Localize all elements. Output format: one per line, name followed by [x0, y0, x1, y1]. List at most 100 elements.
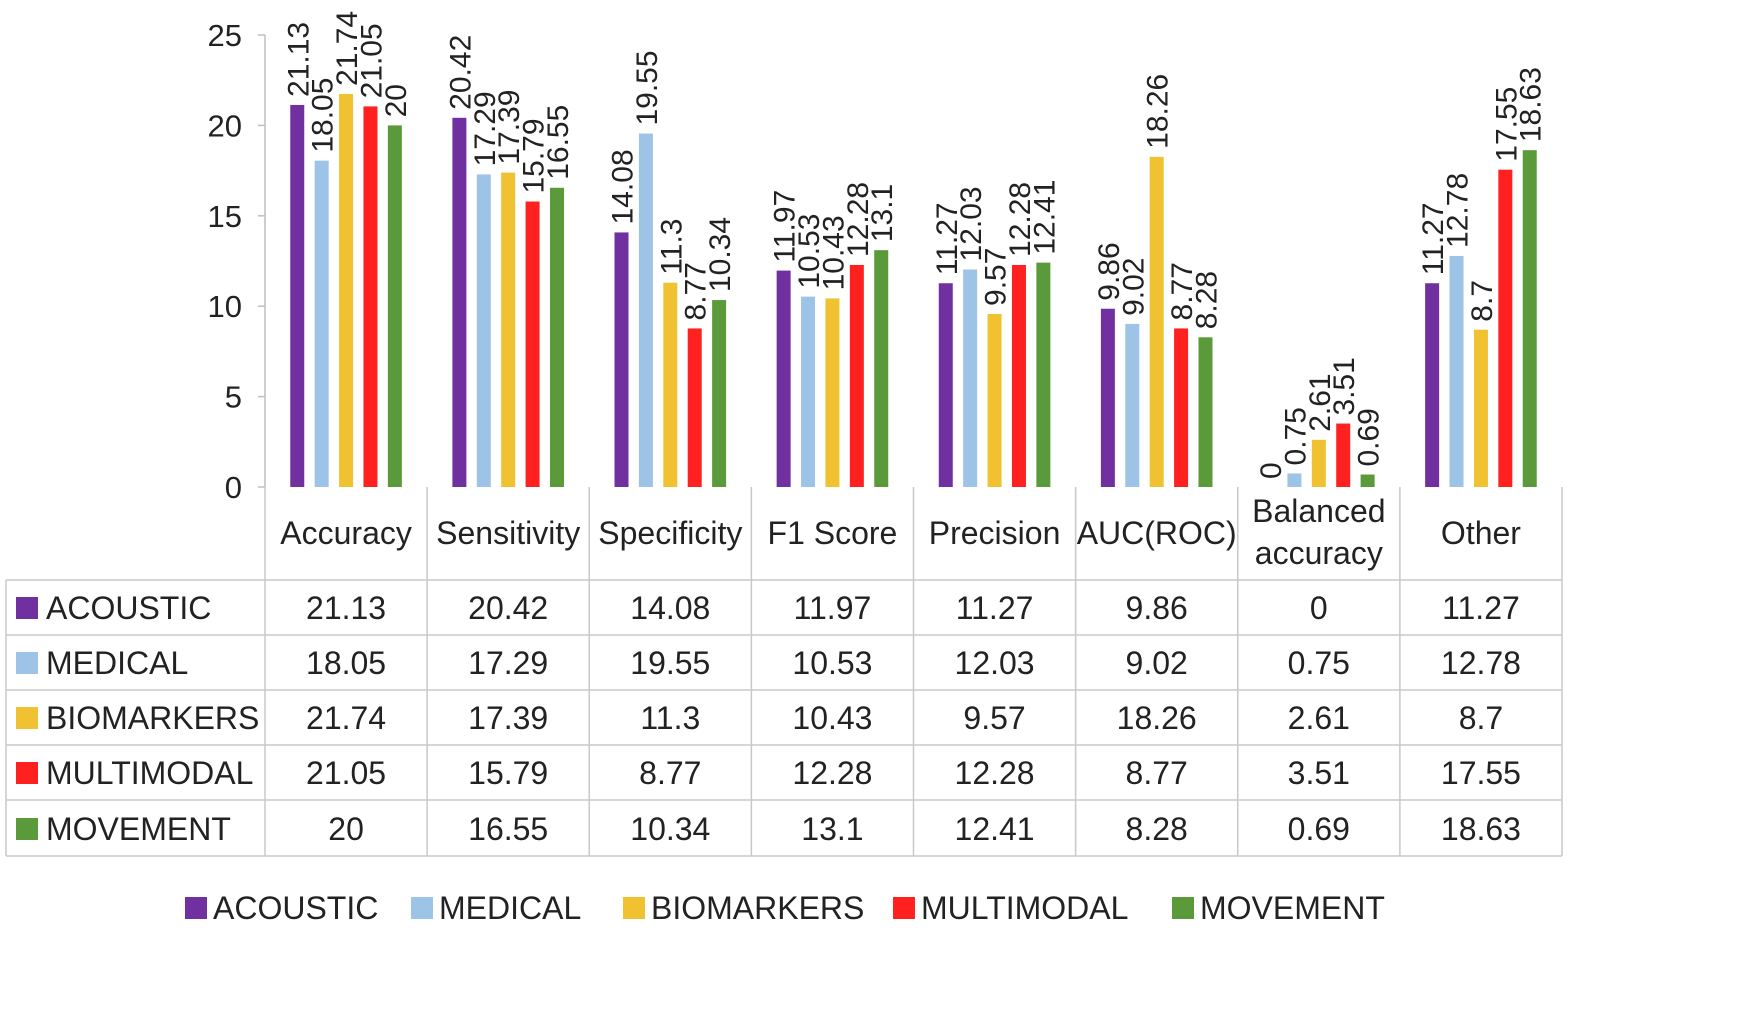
category-label-auc-roc: AUC(ROC): [1077, 515, 1237, 551]
table-cell-movement-other: 18.63: [1441, 811, 1521, 847]
table-cell-movement-specificity: 10.34: [630, 811, 710, 847]
data-label-biomarkers-sensitivity: 17.39: [493, 90, 526, 165]
bar-movement-auc-roc: [1198, 337, 1213, 487]
bar-multimodal-precision: [1011, 264, 1026, 487]
bar-multimodal-sensitivity: [525, 201, 540, 488]
table-key-movement: [16, 818, 38, 840]
category-label-accuracy: Accuracy: [280, 515, 412, 551]
bar-medical-accuracy: [314, 160, 329, 487]
table-cell-medical-other: 12.78: [1441, 645, 1521, 681]
legend-label-movement: MOVEMENT: [1200, 890, 1385, 926]
data-label-movement-accuracy: 20: [380, 84, 413, 117]
data-label-biomarkers-auc-roc: 18.26: [1142, 74, 1175, 149]
data-label-biomarkers-accuracy: 21.74: [331, 11, 364, 86]
bar-multimodal-other: [1498, 169, 1513, 488]
data-label-movement-f1-score: 13.1: [866, 184, 899, 242]
category-label-precision: Precision: [929, 515, 1061, 551]
bar-medical-other: [1449, 255, 1464, 487]
category-label-balanced-accuracy-line: Balanced: [1252, 493, 1385, 529]
data-label-multimodal-sensitivity: 15.79: [518, 118, 551, 193]
table-cell-multimodal-sensitivity: 15.79: [468, 755, 548, 791]
data-label-biomarkers-precision: 9.57: [980, 248, 1013, 306]
table-cell-biomarkers-balanced-accuracy: 2.61: [1288, 700, 1350, 736]
table-cell-multimodal-other: 17.55: [1441, 755, 1521, 791]
table-cell-acoustic-specificity: 14.08: [630, 590, 710, 626]
bar-medical-f1-score: [801, 296, 816, 487]
category-label-specificity: Specificity: [598, 515, 742, 551]
table-cell-multimodal-auc-roc: 8.77: [1126, 755, 1188, 791]
data-label-movement-sensitivity: 16.55: [542, 105, 575, 180]
bar-biomarkers-precision: [987, 313, 1002, 487]
bar-medical-balanced-accuracy: [1287, 473, 1302, 487]
data-label-movement-auc-roc: 8.28: [1190, 271, 1223, 329]
bar-biomarkers-balanced-accuracy: [1311, 439, 1326, 487]
legend-label-medical: MEDICAL: [439, 890, 581, 926]
table-cell-acoustic-auc-roc: 9.86: [1126, 590, 1188, 626]
data-label-multimodal-other: 17.55: [1490, 87, 1523, 162]
category-label-sensitivity: Sensitivity: [436, 515, 580, 551]
table-key-biomarkers: [16, 707, 38, 729]
bar-multimodal-auc-roc: [1174, 328, 1189, 487]
table-cell-medical-sensitivity: 17.29: [468, 645, 548, 681]
bar-movement-f1-score: [874, 250, 889, 487]
bar-acoustic-sensitivity: [452, 117, 467, 487]
table-cell-medical-precision: 12.03: [955, 645, 1035, 681]
bar-medical-precision: [963, 269, 978, 487]
bars: [290, 93, 1537, 488]
data-label-medical-precision: 12.03: [955, 186, 988, 261]
legend-swatch-acoustic: [185, 897, 207, 919]
bar-movement-sensitivity: [549, 187, 564, 487]
data-label-multimodal-auc-roc: 8.77: [1166, 262, 1199, 320]
data-label-medical-sensitivity: 17.29: [469, 91, 502, 166]
category-label-other: Other: [1441, 515, 1521, 551]
bar-biomarkers-f1-score: [825, 298, 840, 487]
data-label-medical-balanced-accuracy: 0.75: [1279, 407, 1312, 465]
legend-swatch-biomarkers: [623, 897, 645, 919]
table-cell-biomarkers-other: 8.7: [1459, 700, 1503, 736]
table-cell-multimodal-f1-score: 12.28: [792, 755, 872, 791]
y-tick-label: 0: [225, 470, 242, 505]
data-table: Accuracy Sensitivity Specificity F1 Score Pr…: [5, 487, 1563, 857]
table-cell-biomarkers-sensitivity: 17.39: [468, 700, 548, 736]
data-label-biomarkers-specificity: 11.3: [655, 219, 688, 275]
bar-movement-accuracy: [387, 125, 402, 488]
bar-biomarkers-specificity: [663, 282, 678, 487]
bar-medical-specificity: [638, 133, 653, 487]
table-cell-medical-auc-roc: 9.02: [1126, 645, 1188, 681]
table-cell-movement-precision: 12.41: [955, 811, 1035, 847]
bar-acoustic-f1-score: [776, 270, 791, 487]
table-cell-multimodal-accuracy: 21.05: [306, 755, 386, 791]
data-label-acoustic-specificity: 14.08: [607, 149, 640, 224]
legend: ACOUSTIC MEDICAL BIOMARKERS MULTIMODAL MOVEM…: [185, 890, 1385, 926]
bar-acoustic-precision: [938, 283, 953, 487]
legend-label-acoustic: ACOUSTIC: [213, 890, 378, 926]
data-label-medical-specificity: 19.55: [631, 50, 664, 125]
bar-medical-sensitivity: [476, 174, 491, 488]
data-label-medical-auc-roc: 9.02: [1117, 258, 1150, 316]
data-label-multimodal-f1-score: 12.28: [842, 182, 875, 257]
legend-label-multimodal: MULTIMODAL: [921, 890, 1128, 926]
category-label-f1-score: F1 Score: [768, 515, 898, 551]
data-label-movement-precision: 12.41: [1028, 180, 1061, 255]
table-series-name-medical: MEDICAL: [46, 645, 188, 681]
y-tick-label: 10: [208, 289, 242, 324]
data-label-multimodal-precision: 12.28: [1004, 182, 1037, 257]
legend-swatch-movement: [1172, 897, 1194, 919]
table-cell-movement-auc-roc: 8.28: [1126, 811, 1188, 847]
bar-biomarkers-accuracy: [339, 93, 354, 488]
legend-swatch-medical: [411, 897, 433, 919]
y-tick-label: 20: [208, 108, 242, 143]
y-tick-label: 15: [208, 199, 242, 234]
table-series-name-acoustic: ACOUSTIC: [46, 590, 211, 626]
bar-multimodal-accuracy: [363, 106, 378, 487]
table-cell-biomarkers-precision: 9.57: [963, 700, 1025, 736]
table-cell-biomarkers-accuracy: 21.74: [306, 700, 386, 736]
table-cell-biomarkers-auc-roc: 18.26: [1117, 700, 1197, 736]
bar-multimodal-balanced-accuracy: [1336, 423, 1351, 487]
data-label-acoustic-f1-score: 11.97: [769, 190, 802, 263]
table-key-acoustic: [16, 597, 38, 619]
data-label-biomarkers-f1-score: 10.43: [817, 215, 850, 290]
table-cell-acoustic-precision: 11.27: [956, 590, 1034, 626]
